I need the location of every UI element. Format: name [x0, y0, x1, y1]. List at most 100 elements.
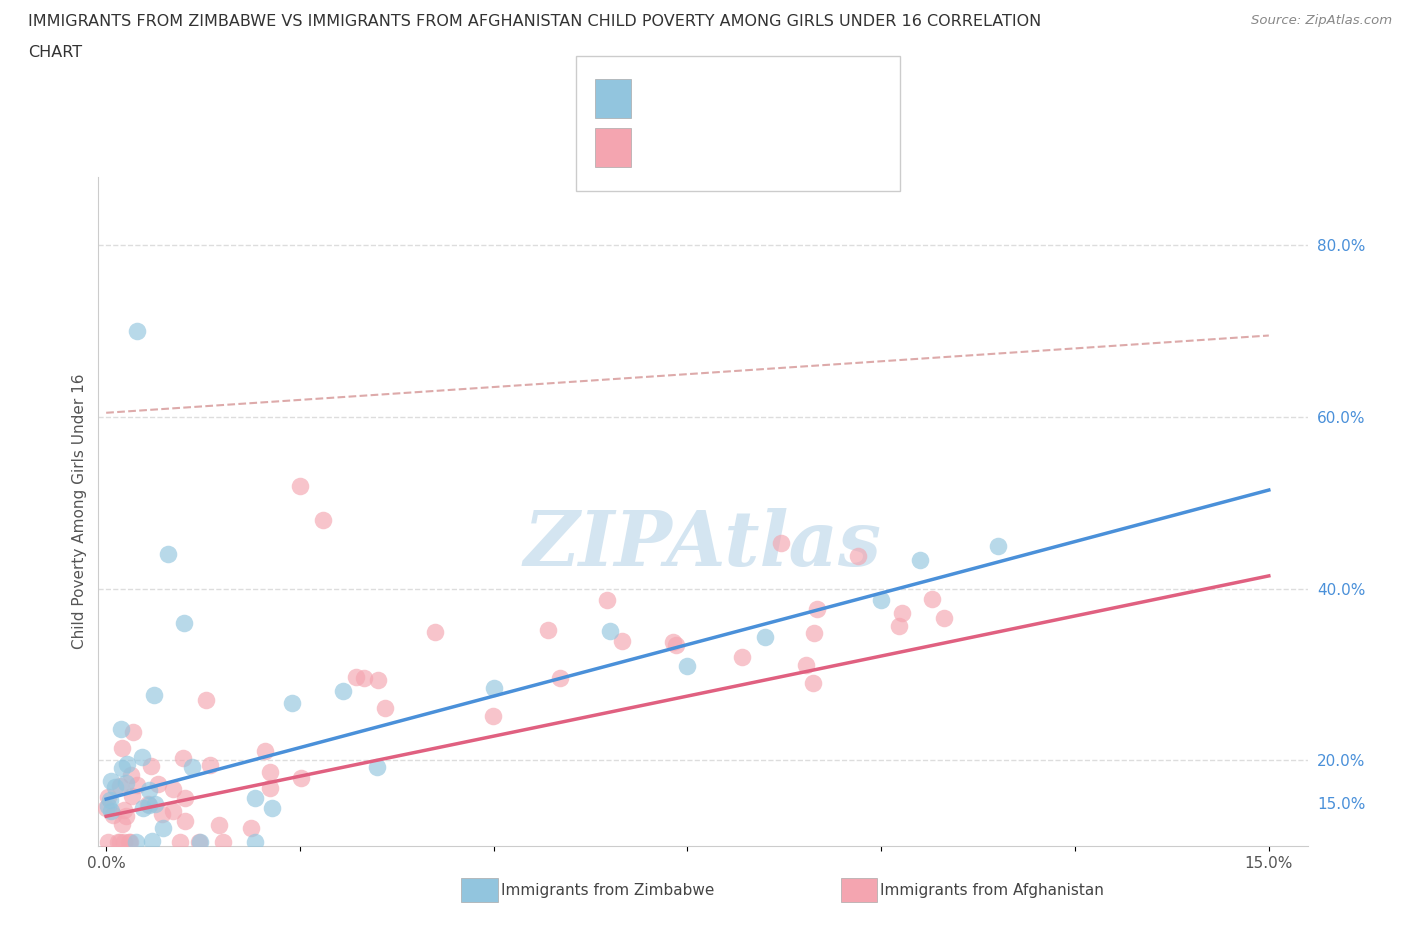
- Point: [239, 820, 262, 835]
- Point: [367, 672, 389, 687]
- Point: [482, 681, 505, 696]
- Text: N = 36: N = 36: [738, 86, 806, 105]
- Point: [132, 801, 155, 816]
- Point: [146, 777, 169, 791]
- Text: ZIPAtlas: ZIPAtlas: [524, 508, 882, 582]
- Point: [101, 807, 124, 822]
- Point: [131, 750, 153, 764]
- Text: R = 0.633: R = 0.633: [643, 137, 741, 155]
- Point: [934, 611, 956, 626]
- Point: [596, 592, 619, 607]
- Point: [145, 797, 167, 812]
- Point: [181, 760, 204, 775]
- Point: [150, 806, 173, 821]
- Point: [801, 676, 824, 691]
- Text: R = 0.404: R = 0.404: [643, 86, 741, 105]
- Point: [662, 635, 685, 650]
- Point: [169, 834, 191, 849]
- Point: [118, 834, 141, 849]
- Point: [100, 773, 122, 788]
- Point: [97, 834, 120, 849]
- Point: [100, 793, 122, 808]
- Point: [366, 760, 388, 775]
- Point: [110, 722, 132, 737]
- Point: [312, 512, 335, 527]
- Point: [111, 761, 134, 776]
- Point: [143, 687, 166, 702]
- Point: [921, 591, 943, 606]
- Point: [121, 788, 143, 803]
- Point: [111, 740, 134, 755]
- Point: [97, 790, 120, 804]
- Point: [114, 776, 136, 790]
- Point: [188, 834, 211, 849]
- Point: [208, 817, 231, 832]
- Point: [373, 700, 395, 715]
- Text: Immigrants from Zimbabwe: Immigrants from Zimbabwe: [501, 883, 714, 897]
- Text: Immigrants from Afghanistan: Immigrants from Afghanistan: [880, 883, 1104, 897]
- Point: [195, 692, 218, 707]
- Point: [212, 834, 235, 849]
- Point: [281, 696, 304, 711]
- Point: [262, 801, 284, 816]
- Point: [870, 593, 893, 608]
- Point: [108, 834, 131, 849]
- Point: [112, 834, 135, 849]
- Point: [173, 616, 195, 631]
- Point: [120, 768, 142, 783]
- Point: [344, 670, 367, 684]
- Point: [112, 803, 135, 817]
- Point: [138, 798, 160, 813]
- Point: [141, 834, 163, 849]
- Point: [243, 790, 266, 805]
- Point: [754, 630, 776, 644]
- Point: [111, 817, 134, 831]
- Point: [114, 808, 136, 823]
- Text: Source: ZipAtlas.com: Source: ZipAtlas.com: [1251, 14, 1392, 27]
- Point: [107, 834, 129, 849]
- Point: [423, 625, 446, 640]
- Point: [125, 777, 148, 792]
- Point: [117, 757, 139, 772]
- Point: [332, 684, 354, 698]
- Point: [848, 548, 870, 563]
- Point: [253, 743, 276, 758]
- Y-axis label: Child Poverty Among Girls Under 16: Child Poverty Among Girls Under 16: [72, 374, 87, 649]
- Point: [891, 605, 914, 620]
- Point: [288, 478, 311, 493]
- Point: [136, 796, 159, 811]
- Point: [100, 804, 122, 818]
- Point: [259, 764, 281, 779]
- Point: [127, 324, 149, 339]
- Point: [138, 783, 160, 798]
- Point: [120, 834, 142, 849]
- Point: [108, 779, 131, 794]
- Text: CHART: CHART: [28, 45, 82, 60]
- Point: [482, 708, 505, 723]
- Point: [198, 757, 221, 772]
- Point: [162, 804, 184, 818]
- Point: [157, 547, 180, 562]
- Point: [259, 781, 281, 796]
- Point: [548, 671, 571, 685]
- Text: N = 63: N = 63: [738, 137, 806, 155]
- Point: [96, 800, 118, 815]
- Point: [353, 671, 375, 685]
- Point: [174, 790, 197, 805]
- Point: [162, 782, 184, 797]
- Point: [908, 552, 931, 567]
- Point: [174, 813, 197, 828]
- Point: [104, 779, 127, 794]
- Point: [122, 724, 145, 739]
- Point: [536, 622, 558, 637]
- Point: [665, 638, 688, 653]
- Point: [141, 759, 163, 774]
- Point: [599, 624, 621, 639]
- Point: [731, 650, 754, 665]
- Point: [794, 658, 817, 672]
- Point: [986, 539, 1008, 554]
- Point: [770, 536, 793, 551]
- Point: [887, 618, 910, 633]
- Point: [188, 834, 211, 849]
- Point: [152, 820, 174, 835]
